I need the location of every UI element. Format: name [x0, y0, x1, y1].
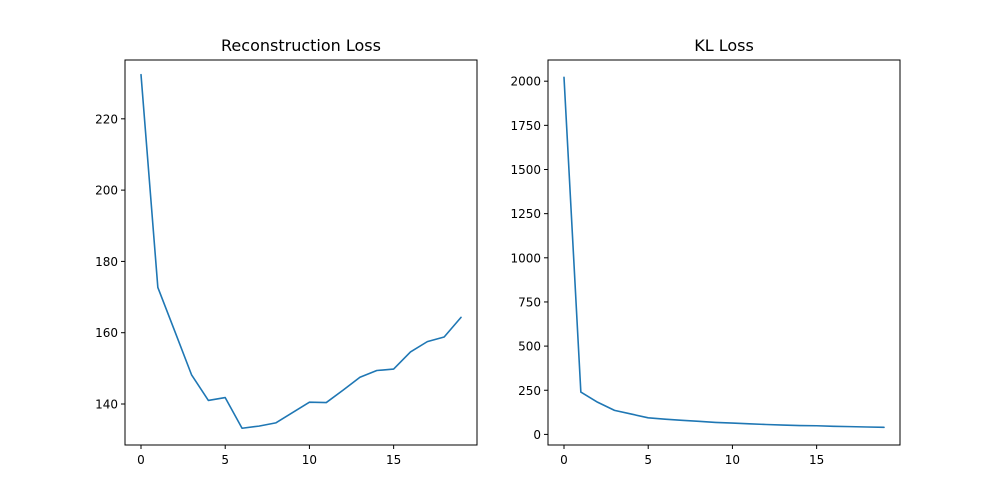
kl-loss-y-tick-label: 500 — [518, 340, 541, 354]
kl-loss-x-tick-label: 0 — [560, 453, 568, 467]
kl-loss-y-tick-label: 2000 — [510, 75, 541, 89]
reconstruction-loss-x-tick-label: 5 — [221, 453, 229, 467]
reconstruction-loss-title: Reconstruction Loss — [221, 36, 381, 55]
kl-loss-x-tick-label: 5 — [644, 453, 652, 467]
kl-loss-axes-frame — [547, 59, 901, 446]
kl-loss-y-tick-label: 250 — [518, 384, 541, 398]
reconstruction-loss-x-tick-label: 15 — [386, 453, 401, 467]
reconstruction-loss-x-tick-label: 10 — [302, 453, 317, 467]
reconstruction-loss-series-line — [140, 73, 462, 430]
reconstruction-loss-y-tick-label: 220 — [95, 112, 118, 126]
kl-loss-y-tick-label: 1750 — [510, 119, 541, 133]
kl-loss-x-tick-label: 15 — [809, 453, 824, 467]
kl-loss-panel: KL Loss 0 5 10 15 0 250 500 750 1000 1250 1500 1750… — [510, 36, 901, 467]
kl-loss-title: KL Loss — [694, 36, 754, 55]
reconstruction-loss-y-tick-label: 180 — [95, 255, 118, 269]
reconstruction-loss-panel: Reconstruction Loss 0 5 10 15 140 160 180 200 22… — [95, 36, 478, 467]
kl-loss-y-tick-label: 0 — [533, 428, 541, 442]
kl-loss-x-tick-label: 10 — [725, 453, 740, 467]
kl-loss-y-tick-label: 1250 — [510, 207, 541, 221]
reconstruction-loss-axes-frame — [124, 59, 478, 446]
kl-loss-y-tick-label: 1000 — [510, 251, 541, 265]
reconstruction-loss-y-tick-label: 140 — [95, 398, 118, 412]
reconstruction-loss-y-tick-label: 200 — [95, 184, 118, 198]
kl-loss-y-tick-label: 750 — [518, 295, 541, 309]
kl-loss-y-tick-label: 1500 — [510, 163, 541, 177]
kl-loss-series-line — [563, 76, 885, 429]
reconstruction-loss-x-tick-label: 0 — [137, 453, 145, 467]
reconstruction-loss-y-tick-label: 160 — [95, 326, 118, 340]
